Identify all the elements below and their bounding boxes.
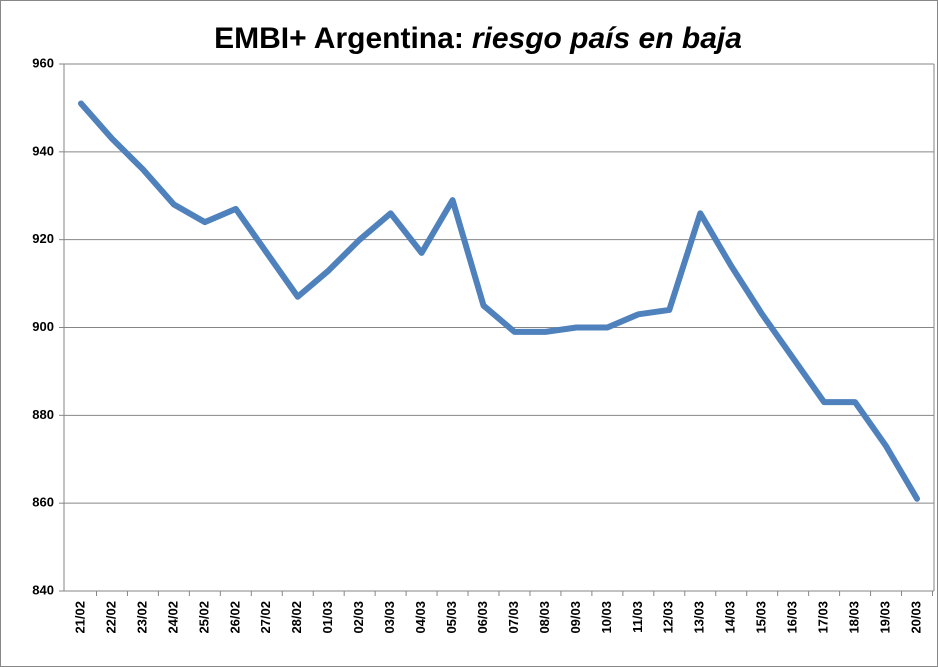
y-tick-label: 960 bbox=[32, 55, 54, 70]
x-tick-label: 16/03 bbox=[785, 601, 800, 634]
x-tick-label: 06/03 bbox=[475, 601, 490, 634]
x-tick-label: 03/03 bbox=[382, 601, 397, 634]
x-tick-label: 24/02 bbox=[165, 601, 180, 634]
x-tick-label: 18/03 bbox=[847, 601, 862, 634]
x-tick-label: 25/02 bbox=[196, 601, 211, 634]
x-tick-label: 23/02 bbox=[134, 601, 149, 634]
x-tick-label: 05/03 bbox=[444, 601, 459, 634]
x-tick-label: 10/03 bbox=[599, 601, 614, 634]
x-tick-label: 22/02 bbox=[103, 601, 118, 634]
x-tick-label: 26/02 bbox=[227, 601, 242, 634]
x-tick-label: 14/03 bbox=[723, 601, 738, 634]
y-tick-label: 920 bbox=[32, 231, 54, 246]
title-italic: riesgo país en baja bbox=[472, 22, 742, 55]
x-tick-label: 12/03 bbox=[661, 601, 676, 634]
x-tick-label: 15/03 bbox=[754, 601, 769, 634]
y-tick-label: 940 bbox=[32, 143, 54, 158]
title-main: EMBI+ Argentina: bbox=[214, 22, 464, 55]
x-tick-label: 19/03 bbox=[877, 601, 892, 634]
x-tick-label: 09/03 bbox=[568, 601, 583, 634]
x-tick-label: 21/02 bbox=[72, 601, 87, 634]
line-series bbox=[78, 100, 920, 502]
x-tick-label: 08/03 bbox=[537, 601, 552, 634]
y-tick-label: 880 bbox=[32, 407, 54, 422]
x-tick-label: 13/03 bbox=[692, 601, 707, 634]
x-tick-label: 27/02 bbox=[258, 601, 273, 634]
x-tick-label: 07/03 bbox=[506, 601, 521, 634]
x-tick-label: 11/03 bbox=[630, 601, 645, 633]
x-tick-label: 17/03 bbox=[816, 601, 831, 634]
x-tick-label: 01/03 bbox=[320, 601, 335, 634]
x-tick-label: 02/03 bbox=[351, 601, 366, 634]
x-tick-label: 28/02 bbox=[289, 601, 304, 634]
chart-title: EMBI+ Argentina: riesgo país en baja bbox=[214, 22, 742, 55]
x-tick-label: 20/03 bbox=[908, 601, 923, 634]
x-tick-label: 04/03 bbox=[413, 601, 428, 634]
y-tick-label: 840 bbox=[32, 582, 54, 597]
y-tick-label: 900 bbox=[32, 319, 54, 334]
y-tick-label: 860 bbox=[32, 495, 54, 510]
